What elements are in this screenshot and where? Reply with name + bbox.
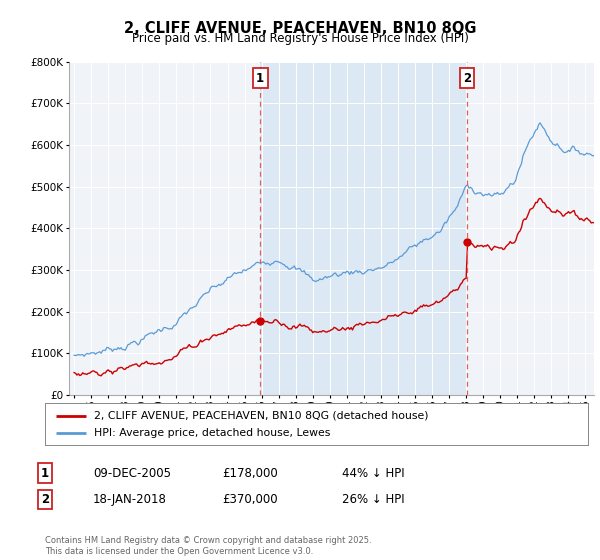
Text: 44% ↓ HPI: 44% ↓ HPI: [342, 466, 404, 480]
Text: 1: 1: [256, 72, 265, 85]
Bar: [260, 62, 467, 395]
Text: 18-JAN-2018: 18-JAN-2018: [93, 493, 167, 506]
Text: 2, CLIFF AVENUE, PEACEHAVEN, BN10 8QG: 2, CLIFF AVENUE, PEACEHAVEN, BN10 8QG: [124, 21, 476, 36]
Text: 2, CLIFF AVENUE, PEACEHAVEN, BN10 8QG (detached house): 2, CLIFF AVENUE, PEACEHAVEN, BN10 8QG (d…: [94, 411, 428, 421]
Text: HPI: Average price, detached house, Lewes: HPI: Average price, detached house, Lewe…: [94, 428, 330, 438]
Text: 26% ↓ HPI: 26% ↓ HPI: [342, 493, 404, 506]
Text: £370,000: £370,000: [222, 493, 278, 506]
Text: 2: 2: [41, 493, 49, 506]
Text: 1: 1: [41, 466, 49, 480]
Text: 09-DEC-2005: 09-DEC-2005: [93, 466, 171, 480]
Text: £178,000: £178,000: [222, 466, 278, 480]
Text: 2: 2: [463, 72, 471, 85]
Text: Contains HM Land Registry data © Crown copyright and database right 2025.
This d: Contains HM Land Registry data © Crown c…: [45, 536, 371, 556]
Text: Price paid vs. HM Land Registry's House Price Index (HPI): Price paid vs. HM Land Registry's House …: [131, 32, 469, 45]
